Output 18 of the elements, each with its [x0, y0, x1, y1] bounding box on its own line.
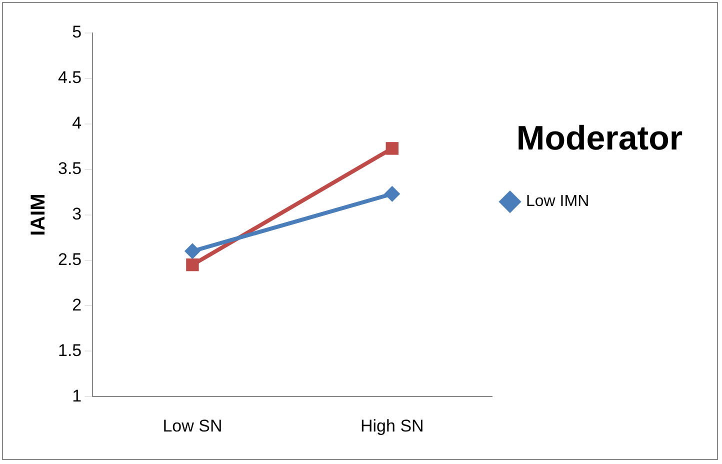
y-tick-label: 5 [72, 22, 82, 42]
x-tick-label: Low SN [162, 416, 222, 436]
y-tick-label: 2.5 [58, 250, 82, 269]
point [184, 243, 200, 260]
y-axis-title: IAIM [28, 194, 50, 236]
y-tick-label: 1.5 [58, 340, 82, 360]
y-tick-label: 4.5 [58, 68, 82, 88]
legend-title: Moderator [516, 119, 683, 158]
y-tick-label: 2 [72, 295, 82, 314]
y-tick-label: 4 [72, 114, 82, 133]
x-tick-label: High SN [360, 416, 424, 436]
point [386, 142, 399, 155]
point [186, 258, 199, 272]
y-tick-label: 3.5 [58, 159, 82, 178]
y-tick-label: 3 [72, 204, 82, 224]
point [384, 186, 400, 202]
legend-label: Low IMN [526, 193, 590, 210]
y-tick-label: 1 [72, 386, 82, 406]
